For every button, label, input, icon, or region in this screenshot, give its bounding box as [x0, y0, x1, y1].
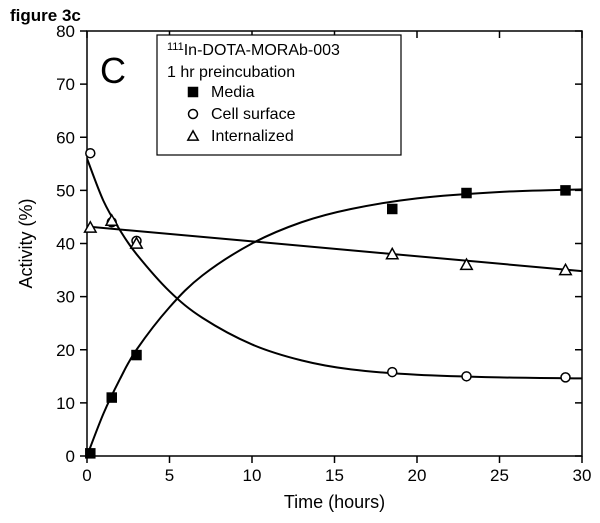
marker-cell-surface — [388, 368, 397, 377]
y-tick-label: 10 — [56, 394, 75, 413]
marker-media — [388, 204, 397, 213]
chart-container: figure 3c 05101520253001020304050607080T… — [0, 0, 600, 523]
marker-media — [561, 186, 570, 195]
series-curve-internalized — [87, 227, 582, 272]
y-tick-label: 0 — [66, 447, 75, 466]
marker-media — [132, 351, 141, 360]
x-axis-title: Time (hours) — [284, 492, 385, 512]
legend-label: Media — [211, 84, 255, 101]
marker-media — [107, 393, 116, 402]
marker-cell-surface — [561, 373, 570, 382]
legend-title-2: 1 hr preincubation — [167, 64, 295, 81]
panel-letter: C — [100, 50, 126, 92]
marker-cell-surface — [86, 149, 95, 158]
x-tick-label: 30 — [573, 466, 592, 485]
y-tick-label: 30 — [56, 288, 75, 307]
legend-marker-cell-surface — [189, 110, 198, 119]
legend-label: Cell surface — [211, 106, 296, 123]
y-tick-label: 70 — [56, 75, 75, 94]
y-tick-label: 60 — [56, 128, 75, 147]
marker-cell-surface — [462, 372, 471, 381]
x-tick-label: 15 — [325, 466, 344, 485]
x-tick-label: 20 — [408, 466, 427, 485]
y-tick-label: 80 — [56, 22, 75, 41]
marker-media — [86, 449, 95, 458]
chart-svg: 0 5 10 15 20 25 30 0 10 20 30 40 50 60 70 80 Time (hours… — [0, 0, 600, 523]
y-tick-label: 50 — [56, 181, 75, 200]
x-tick-label: 5 — [165, 466, 174, 485]
x-tick-label: 0 — [82, 466, 91, 485]
y-tick-label: 20 — [56, 341, 75, 360]
legend-title-1: 111In-DOTA-MORAb-003 — [167, 41, 340, 59]
x-tick-label: 10 — [243, 466, 262, 485]
legend-marker-media — [189, 88, 198, 97]
series-curve-media — [87, 189, 582, 456]
x-tick-label: 25 — [490, 466, 509, 485]
y-axis-title: Activity (%) — [16, 199, 36, 289]
y-tick-label: 40 — [56, 235, 75, 254]
marker-media — [462, 189, 471, 198]
legend-label: Internalized — [211, 128, 294, 145]
